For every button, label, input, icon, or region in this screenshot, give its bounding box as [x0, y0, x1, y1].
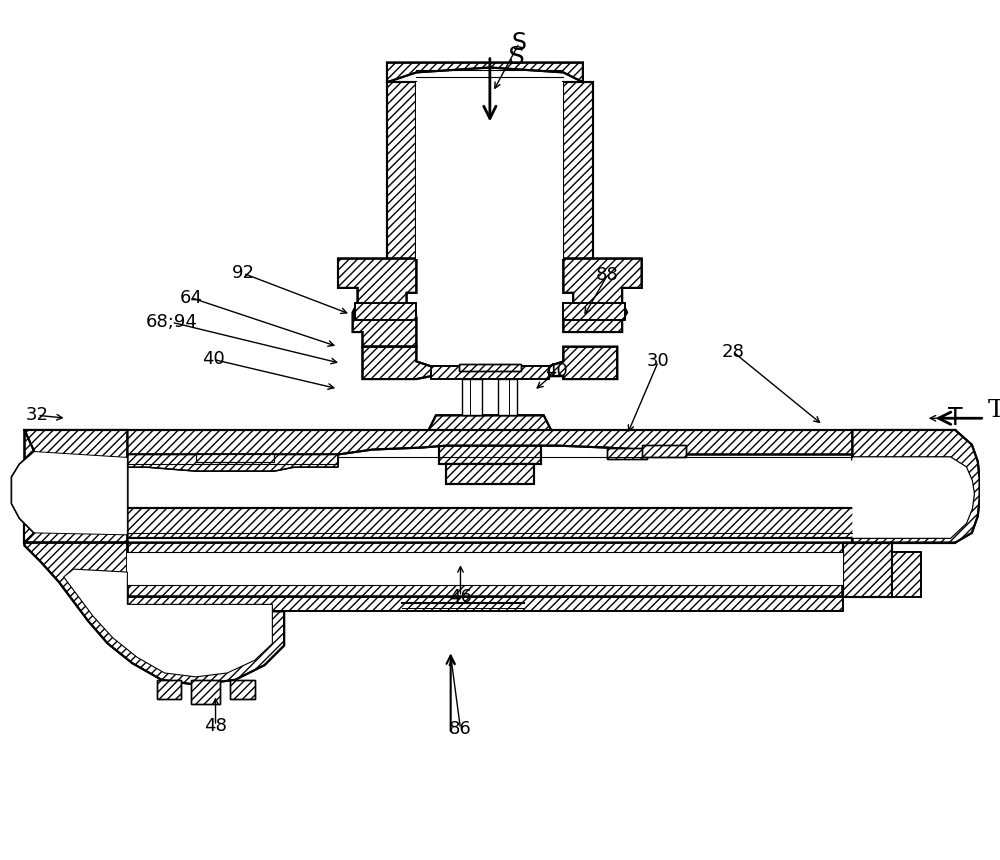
- Polygon shape: [191, 679, 220, 704]
- Polygon shape: [387, 83, 416, 259]
- Text: 28: 28: [721, 342, 744, 360]
- Text: 48: 48: [204, 717, 227, 735]
- Polygon shape: [439, 435, 541, 464]
- Polygon shape: [563, 303, 625, 320]
- Polygon shape: [12, 452, 127, 535]
- Polygon shape: [416, 83, 563, 259]
- Polygon shape: [127, 454, 338, 471]
- Text: 88: 88: [596, 267, 619, 284]
- Polygon shape: [127, 597, 843, 611]
- Polygon shape: [462, 379, 482, 415]
- Polygon shape: [24, 508, 955, 543]
- Polygon shape: [642, 445, 686, 458]
- Text: 30: 30: [647, 353, 670, 371]
- Polygon shape: [852, 430, 980, 543]
- Polygon shape: [563, 83, 593, 259]
- Polygon shape: [24, 543, 284, 685]
- Text: 92: 92: [231, 264, 254, 282]
- Text: S: S: [512, 31, 527, 55]
- Polygon shape: [355, 303, 416, 320]
- Text: S: S: [507, 46, 525, 69]
- Polygon shape: [338, 259, 416, 347]
- Polygon shape: [387, 63, 583, 83]
- Text: 64: 64: [180, 289, 202, 307]
- Polygon shape: [157, 679, 181, 699]
- Polygon shape: [431, 366, 549, 379]
- Polygon shape: [12, 430, 127, 543]
- Polygon shape: [852, 458, 974, 538]
- Text: 40: 40: [545, 362, 568, 380]
- Polygon shape: [549, 347, 617, 379]
- Polygon shape: [446, 464, 534, 484]
- Text: 46: 46: [449, 587, 472, 605]
- Polygon shape: [127, 543, 852, 597]
- Text: 86: 86: [449, 720, 472, 738]
- Text: T: T: [948, 406, 963, 430]
- Polygon shape: [459, 365, 521, 372]
- Polygon shape: [64, 569, 272, 677]
- Polygon shape: [563, 259, 642, 332]
- Polygon shape: [607, 448, 647, 459]
- Polygon shape: [127, 552, 843, 585]
- Polygon shape: [426, 415, 554, 435]
- Text: 68;94: 68;94: [146, 313, 197, 331]
- Polygon shape: [230, 679, 255, 699]
- Polygon shape: [498, 379, 517, 415]
- Text: 40: 40: [202, 351, 225, 368]
- Polygon shape: [196, 454, 274, 463]
- Polygon shape: [24, 430, 955, 459]
- Polygon shape: [892, 552, 921, 597]
- Text: T: T: [988, 399, 1000, 422]
- Text: 32: 32: [26, 406, 49, 424]
- Polygon shape: [362, 347, 431, 379]
- Polygon shape: [843, 543, 892, 597]
